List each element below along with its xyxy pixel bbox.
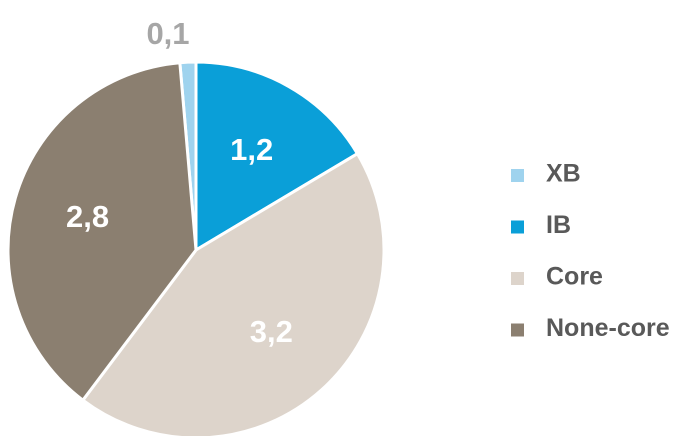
legend-swatch [511, 323, 524, 337]
slice-label: 0,1 [146, 16, 189, 51]
legend-swatch [511, 169, 524, 182]
legend-label: XB [546, 160, 581, 188]
legend-swatch [511, 220, 524, 234]
slice-label: 2,8 [66, 199, 109, 234]
slice-label: 3,2 [250, 314, 293, 349]
pie-slice [6, 61, 198, 403]
legend-label: None-core [546, 314, 670, 342]
slice-label: 1,2 [230, 132, 273, 167]
pie-slice [80, 151, 386, 436]
legend-swatch [511, 272, 524, 285]
pie-slice [194, 60, 360, 253]
legend-label: IB [546, 211, 571, 239]
legend-label: Core [546, 263, 603, 291]
